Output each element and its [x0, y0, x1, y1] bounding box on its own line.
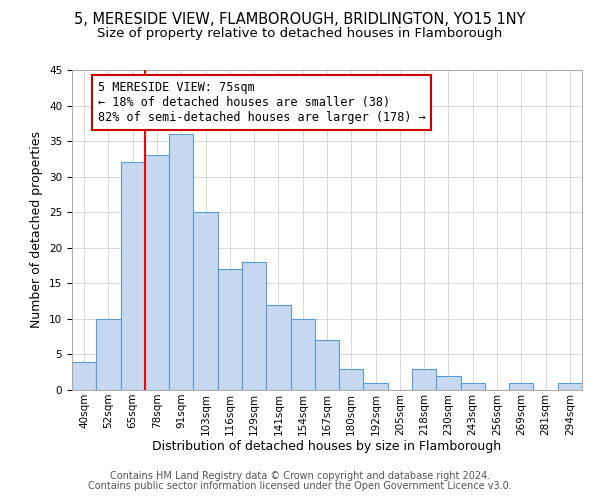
Text: Contains HM Land Registry data © Crown copyright and database right 2024.: Contains HM Land Registry data © Crown c… [110, 471, 490, 481]
Bar [461, 383, 485, 390]
Bar [412, 368, 436, 390]
Bar [242, 262, 266, 390]
Text: Size of property relative to detached houses in Flamborough: Size of property relative to detached ho… [97, 28, 503, 40]
Bar [364, 383, 388, 390]
Bar [266, 304, 290, 390]
Bar [193, 212, 218, 390]
Bar [96, 319, 121, 390]
Text: 5 MERESIDE VIEW: 75sqm
← 18% of detached houses are smaller (38)
82% of semi-det: 5 MERESIDE VIEW: 75sqm ← 18% of detached… [97, 80, 425, 124]
Bar [436, 376, 461, 390]
Bar [509, 383, 533, 390]
Bar [218, 269, 242, 390]
Text: Contains public sector information licensed under the Open Government Licence v3: Contains public sector information licen… [88, 481, 512, 491]
Bar [315, 340, 339, 390]
Bar [121, 162, 145, 390]
Bar [558, 383, 582, 390]
Bar [290, 319, 315, 390]
Bar [169, 134, 193, 390]
Y-axis label: Number of detached properties: Number of detached properties [31, 132, 43, 328]
Text: 5, MERESIDE VIEW, FLAMBOROUGH, BRIDLINGTON, YO15 1NY: 5, MERESIDE VIEW, FLAMBOROUGH, BRIDLINGT… [74, 12, 526, 28]
Bar [339, 368, 364, 390]
Bar [72, 362, 96, 390]
X-axis label: Distribution of detached houses by size in Flamborough: Distribution of detached houses by size … [152, 440, 502, 454]
Bar [145, 156, 169, 390]
